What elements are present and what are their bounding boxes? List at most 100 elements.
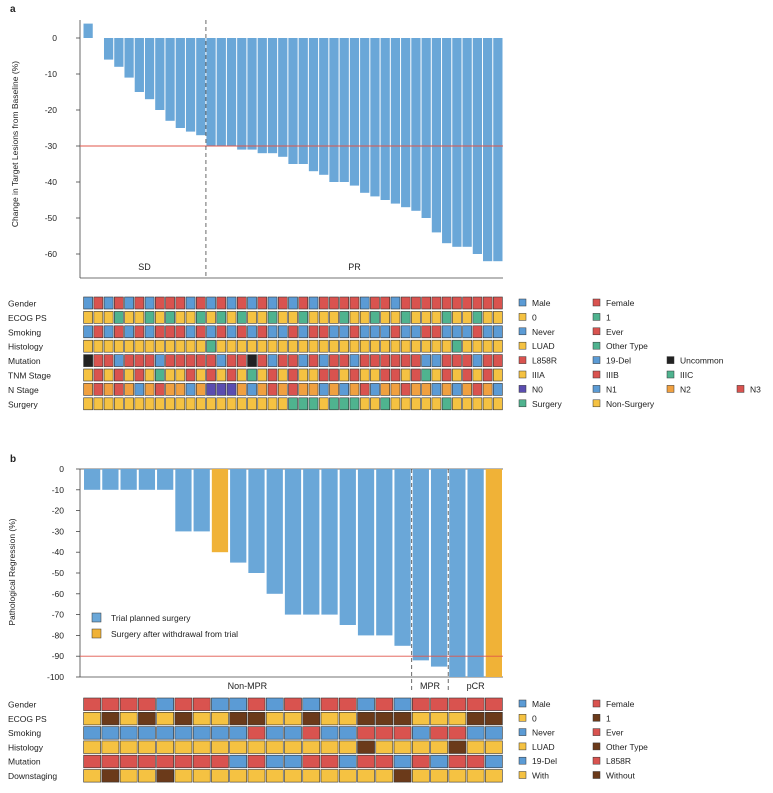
panel-a-heatmap-cell — [135, 297, 144, 309]
panel-a-heatmap-cell — [452, 383, 461, 395]
panel-a-heatmap-cell — [360, 355, 369, 367]
panel-b-heatmap-cell — [467, 741, 484, 754]
panel-a-row-label: Mutation — [8, 356, 41, 366]
panel-b-row-label: Smoking — [8, 728, 41, 738]
panel-a-heatmap-cell — [207, 311, 216, 323]
panel-a-heatmap-cell — [125, 326, 134, 338]
panel-b-heatmap-cell — [321, 770, 338, 783]
panel-a-bar — [493, 38, 502, 261]
panel-a-bar — [422, 38, 431, 218]
panel-a-heatmap-cell — [248, 297, 257, 309]
panel-b-heatmap-cell — [485, 712, 502, 725]
panel-a-heatmap-cell — [411, 340, 420, 352]
panel-a-heatmap-cell — [248, 326, 257, 338]
panel-a-heatmap-cell — [145, 369, 154, 381]
panel-a-heatmap-cell — [411, 297, 420, 309]
panel-b-heatmap-cell — [266, 755, 283, 768]
panel-a-heatmap-cell — [452, 340, 461, 352]
panel-a-bar — [299, 38, 308, 164]
panel-a-heatmap-cell — [196, 369, 205, 381]
panel-a-heatmap-cell — [432, 355, 441, 367]
panel-b-legend-swatch-row — [519, 700, 526, 707]
panel-b-heatmap-cell — [303, 770, 320, 783]
panel-a-heatmap-cell — [278, 311, 287, 323]
panel-b-heatmap-cell — [102, 741, 119, 754]
panel-a-y-tick-label: -40 — [45, 177, 58, 187]
panel-a-heatmap-cell — [442, 311, 451, 323]
panel-a-heatmap-cell — [104, 398, 113, 410]
panel-b-bar — [394, 469, 410, 646]
panel-a-heatmap-cell — [381, 340, 390, 352]
panel-a-heatmap-cell — [463, 326, 472, 338]
panel-b-heatmap-cell — [102, 727, 119, 740]
panel-a-heatmap-cell — [288, 398, 297, 410]
panel-b-heatmap-cell — [138, 727, 155, 740]
panel-a-bar — [360, 38, 369, 193]
panel-b-heatmap-cell — [266, 727, 283, 740]
panel-a-heatmap-cell — [463, 369, 472, 381]
panel-b-heatmap-cell — [248, 755, 265, 768]
panel-a-heatmap-cell — [288, 383, 297, 395]
panel-a-legend-label: Non-Surgery — [606, 399, 655, 409]
panel-a-heatmap-cell — [340, 311, 349, 323]
panel-b-row-legend-label: Female — [606, 699, 635, 709]
panel-b-heatmap-cell — [211, 698, 228, 711]
panel-a-heatmap-cell — [422, 326, 431, 338]
panel-a-heatmap-cell — [145, 311, 154, 323]
panel-b-heatmap-cell — [102, 712, 119, 725]
panel-a-row-label: Histology — [8, 342, 44, 352]
panel-b-bar — [175, 469, 191, 531]
panel-a-heatmap-cell — [166, 340, 175, 352]
panel-b-legend-swatch-row — [519, 772, 526, 779]
panel-a-heatmap-cell — [166, 369, 175, 381]
panel-b-heatmap-cell — [84, 741, 101, 754]
panel-b-legend-swatch-row — [593, 729, 600, 736]
panel-a-heatmap-cell — [340, 340, 349, 352]
panel-a-heatmap-cell — [452, 297, 461, 309]
panel-a-y-tick-label: -60 — [45, 249, 58, 259]
panel-a-heatmap-cell — [299, 398, 308, 410]
panel-b-heatmap-cell — [467, 712, 484, 725]
panel-a-heatmap-cell — [422, 311, 431, 323]
panel-a-legend-swatch — [593, 385, 600, 392]
panel-b-heatmap-cell — [230, 741, 247, 754]
panel-a-heatmap-cell — [94, 311, 103, 323]
panel-a-bar — [278, 38, 287, 157]
panel-b-legend-swatch — [92, 629, 101, 638]
panel-a-heatmap-cell — [145, 355, 154, 367]
panel-a-heatmap-cell — [370, 383, 379, 395]
panel-a-heatmap-cell — [493, 355, 502, 367]
panel-b-heatmap-cell — [394, 727, 411, 740]
panel-a-heatmap-cell — [268, 383, 277, 395]
panel-a-legend-label: N2 — [680, 384, 691, 394]
panel-a-heatmap-cell — [145, 326, 154, 338]
panel-b-bar — [431, 469, 447, 667]
panel-a-heatmap-cell — [248, 355, 257, 367]
panel-a-heatmap-cell — [104, 340, 113, 352]
panel-b-heatmap-cell — [175, 755, 192, 768]
panel-a-heatmap-cell — [135, 326, 144, 338]
panel-a-bar — [411, 38, 420, 211]
panel-b-heatmap-cell — [467, 755, 484, 768]
panel-b-bar — [449, 469, 465, 677]
panel-a-heatmap-cell — [258, 383, 267, 395]
panel-a-heatmap-cell — [360, 398, 369, 410]
panel-a-heatmap-cell — [463, 355, 472, 367]
panel-a-heatmap-cell — [319, 311, 328, 323]
panel-b-heatmap-cell — [211, 727, 228, 740]
panel-a-heatmap-cell — [104, 355, 113, 367]
panel-b-heatmap-cell — [394, 741, 411, 754]
panel-a-heatmap-cell — [145, 340, 154, 352]
panel-a-heatmap-cell — [237, 340, 246, 352]
panel-b-row-label: Histology — [8, 742, 44, 752]
panel-a-heatmap-cell — [258, 355, 267, 367]
panel-b-heatmap-cell — [412, 727, 429, 740]
panel-a-heatmap-cell — [196, 355, 205, 367]
panel-a-heatmap-cell — [309, 340, 318, 352]
panel-a-heatmap-cell — [493, 369, 502, 381]
panel-a-y-tick-label: -20 — [45, 105, 58, 115]
panel-a-heatmap-cell — [493, 326, 502, 338]
panel-a-legend-swatch — [667, 385, 674, 392]
panel-a-heatmap-cell — [360, 383, 369, 395]
